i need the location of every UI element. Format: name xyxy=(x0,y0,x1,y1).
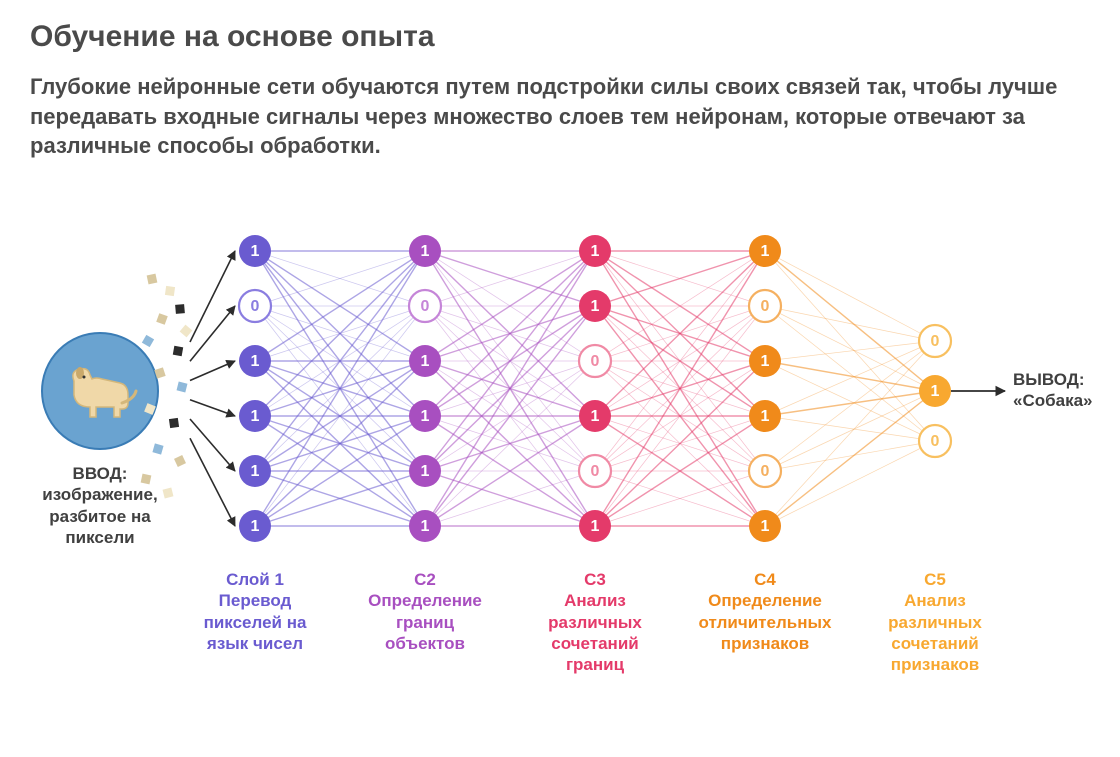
layer-label-1: Слой 1Переводпикселей наязык чисел xyxy=(175,569,335,654)
svg-text:1: 1 xyxy=(761,408,770,425)
svg-text:1: 1 xyxy=(421,353,430,370)
svg-text:1: 1 xyxy=(251,408,260,425)
svg-text:1: 1 xyxy=(421,408,430,425)
page-title: Обучение на основе опыта xyxy=(30,20,1090,54)
svg-text:1: 1 xyxy=(421,518,430,535)
svg-text:0: 0 xyxy=(421,298,430,315)
svg-text:1: 1 xyxy=(761,353,770,370)
layer-label-2: С2Определениеграницобъектов xyxy=(345,569,505,654)
svg-text:1: 1 xyxy=(421,463,430,480)
svg-text:0: 0 xyxy=(931,433,940,450)
svg-text:0: 0 xyxy=(591,463,600,480)
svg-text:1: 1 xyxy=(591,298,600,315)
nn-diagram: 1 0 1 1 1 1 1 0 1 1 1 1 1 1 0 1 0 1 1 0 1 1 0 1 0 1 0 ВВОД:изображ… xyxy=(30,191,1090,731)
layer-label-4: С4Определениеотличительныхпризнаков xyxy=(685,569,845,654)
svg-text:0: 0 xyxy=(761,298,770,315)
svg-text:0: 0 xyxy=(931,333,940,350)
svg-text:0: 0 xyxy=(251,298,260,315)
svg-text:1: 1 xyxy=(591,408,600,425)
svg-text:1: 1 xyxy=(251,353,260,370)
svg-text:1: 1 xyxy=(931,383,940,400)
svg-text:1: 1 xyxy=(251,518,260,535)
output-label: ВЫВОД:«Собака» xyxy=(1013,369,1103,412)
svg-text:1: 1 xyxy=(761,243,770,260)
svg-text:0: 0 xyxy=(761,463,770,480)
input-label: ВВОД:изображение,разбитое напиксели xyxy=(30,463,170,548)
layer-label-3: С3Анализразличныхсочетанийграниц xyxy=(515,569,675,675)
svg-text:1: 1 xyxy=(591,243,600,260)
layer-label-5: С5Анализразличныхсочетанийпризнаков xyxy=(855,569,1015,675)
svg-text:0: 0 xyxy=(591,353,600,370)
svg-text:1: 1 xyxy=(421,243,430,260)
svg-text:1: 1 xyxy=(591,518,600,535)
page-subtitle: Глубокие нейронные сети обучаются путем … xyxy=(30,72,1090,161)
svg-text:1: 1 xyxy=(761,518,770,535)
svg-text:1: 1 xyxy=(251,243,260,260)
svg-text:1: 1 xyxy=(251,463,260,480)
